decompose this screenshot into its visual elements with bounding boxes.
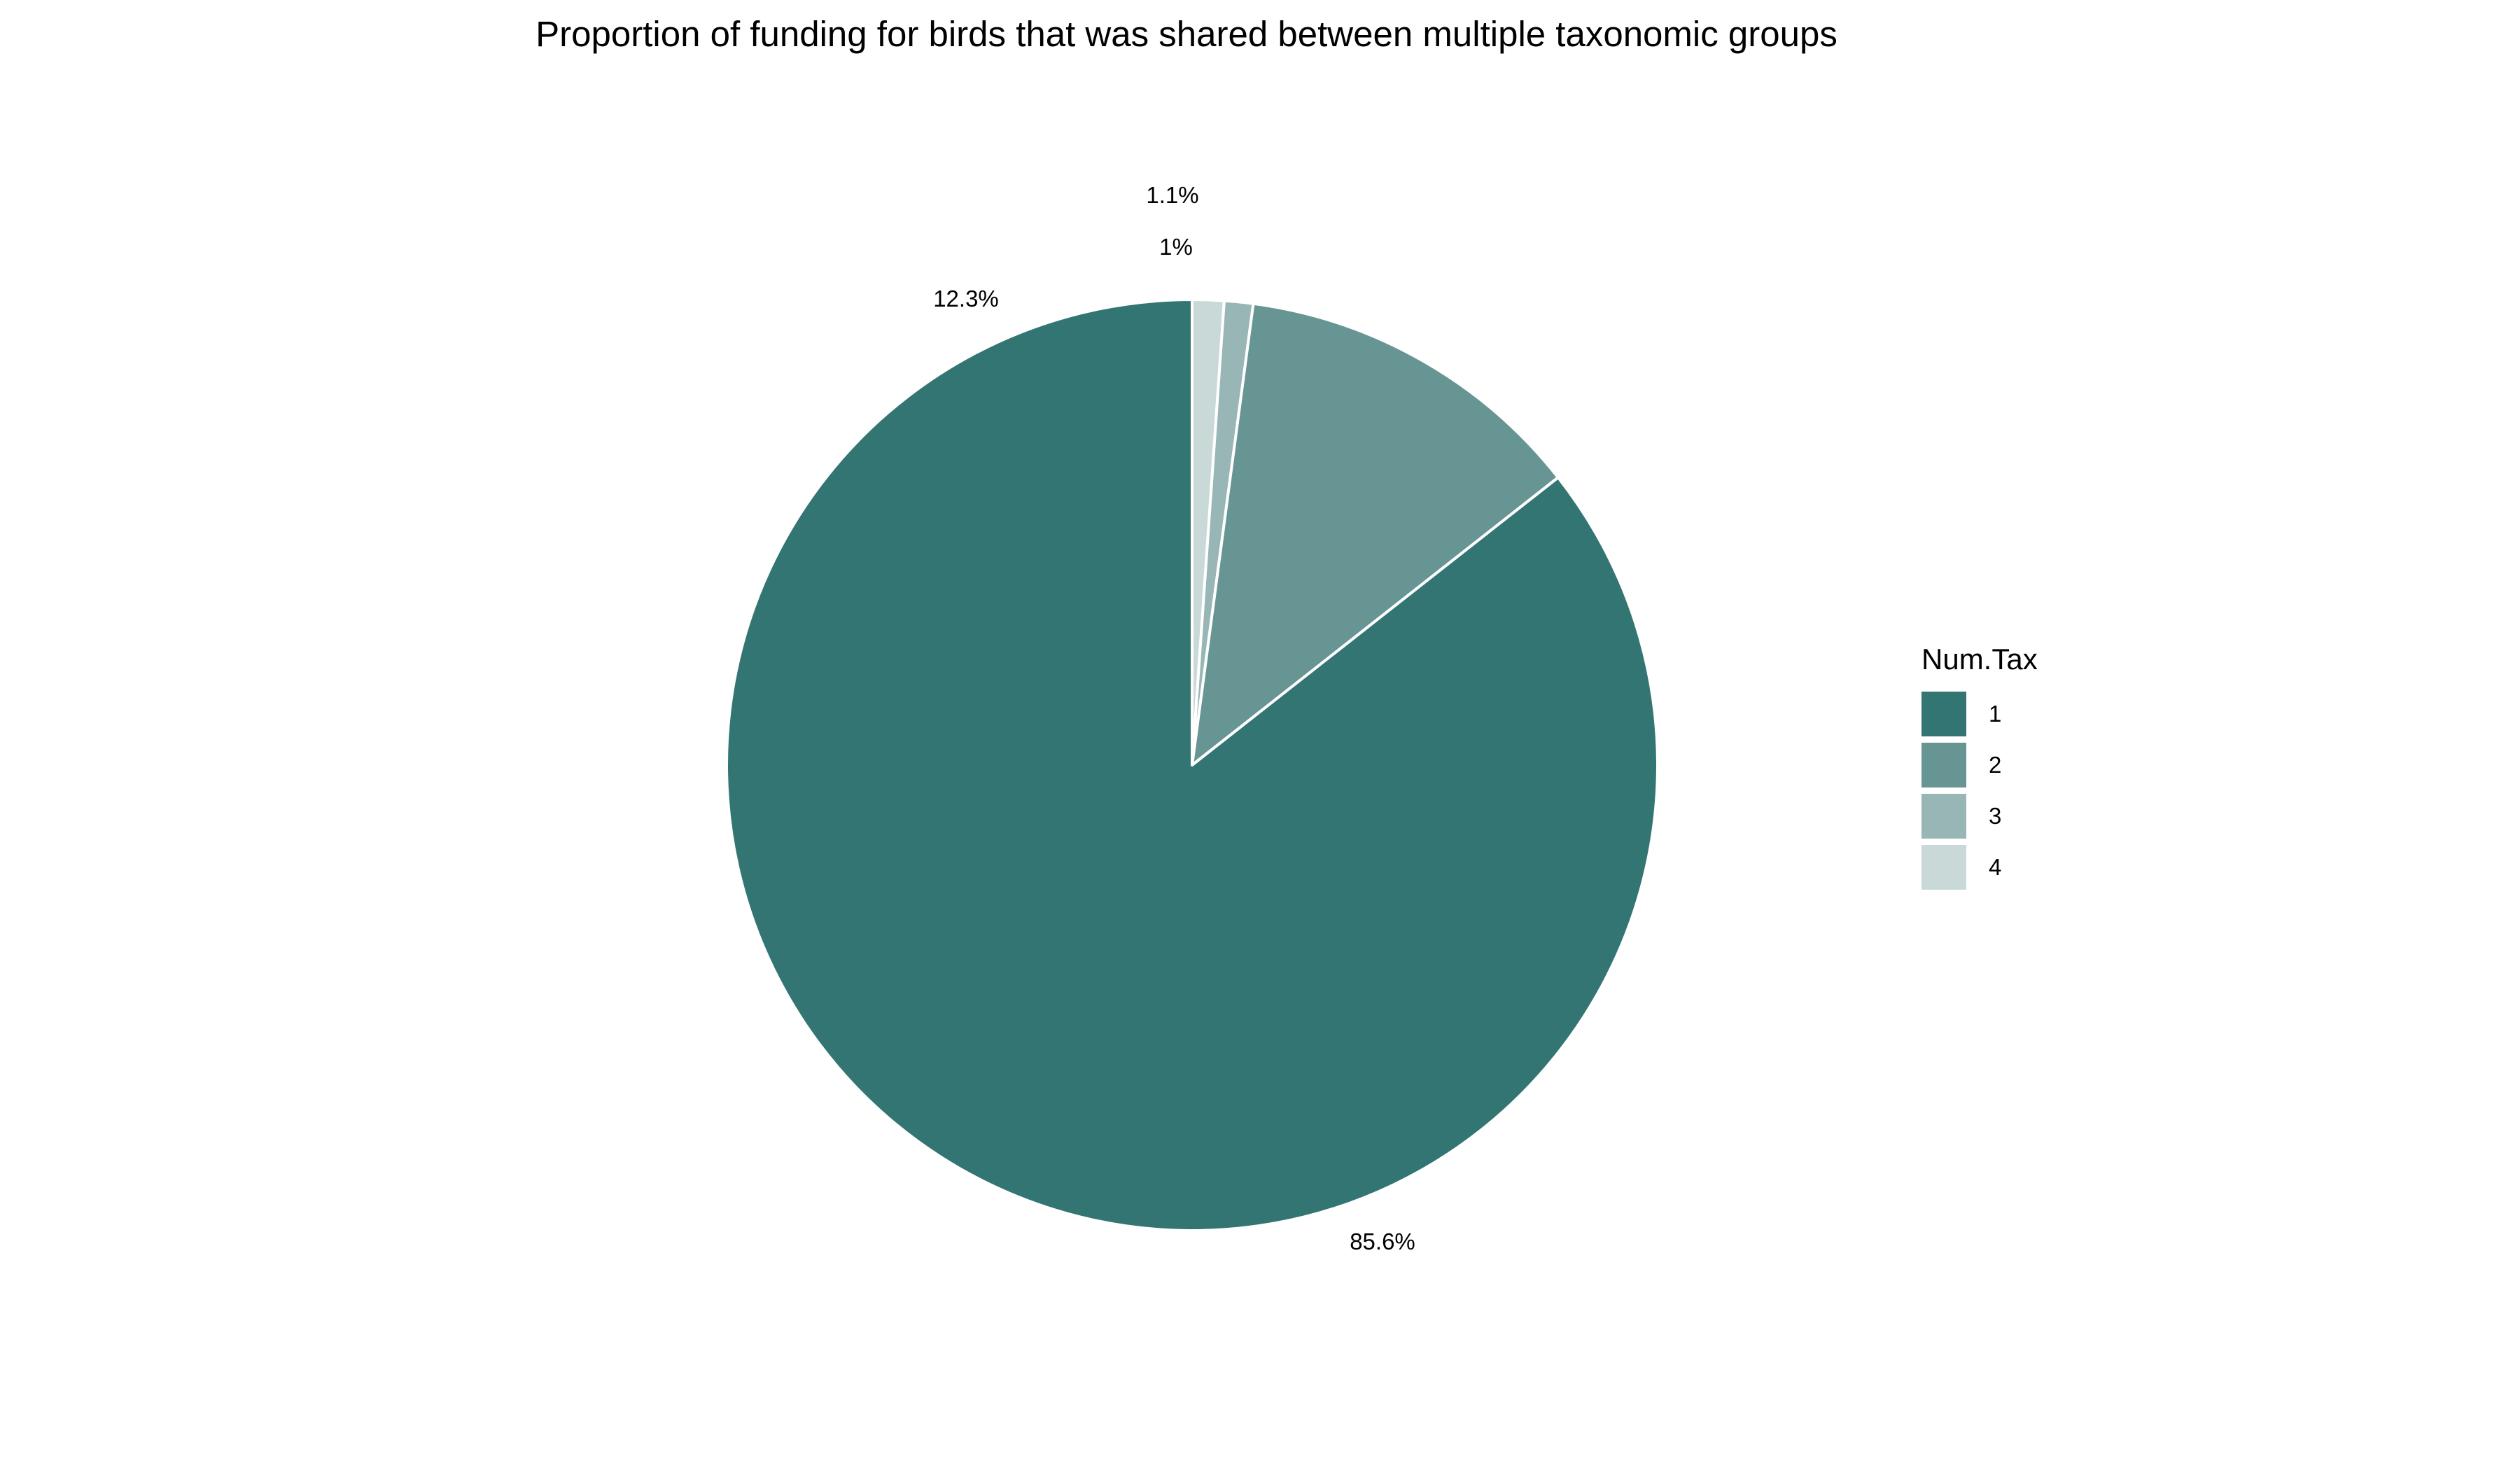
slice-label-2: 12.3%	[933, 286, 999, 312]
legend-label-4: 4	[1989, 854, 2001, 880]
pie-slice-1	[725, 298, 1659, 1232]
slice-labels: 1.1% 1% 12.3% 85.6%	[933, 182, 1415, 1254]
legend: Num.Tax 1 2 3 4	[1921, 643, 2038, 890]
slice-label-1: 85.6%	[1350, 1228, 1415, 1254]
slice-label-3: 1%	[1159, 234, 1193, 260]
pie-slices	[725, 298, 1659, 1232]
slice-label-4: 1.1%	[1146, 182, 1198, 208]
legend-swatch-1	[1921, 692, 1966, 736]
pie-slice-2	[1191, 302, 1560, 766]
legend-swatch-3	[1921, 794, 1966, 839]
legend-swatch-2	[1921, 743, 1966, 788]
legend-items: 1 2 3 4	[1921, 692, 2001, 890]
legend-label-1: 1	[1989, 701, 2001, 727]
legend-label-2: 2	[1989, 752, 2001, 778]
legend-label-3: 3	[1989, 803, 2001, 829]
legend-swatch-4	[1921, 845, 1966, 890]
legend-title: Num.Tax	[1921, 643, 2038, 676]
chart-title: Proportion of funding for birds that was…	[536, 14, 1837, 54]
